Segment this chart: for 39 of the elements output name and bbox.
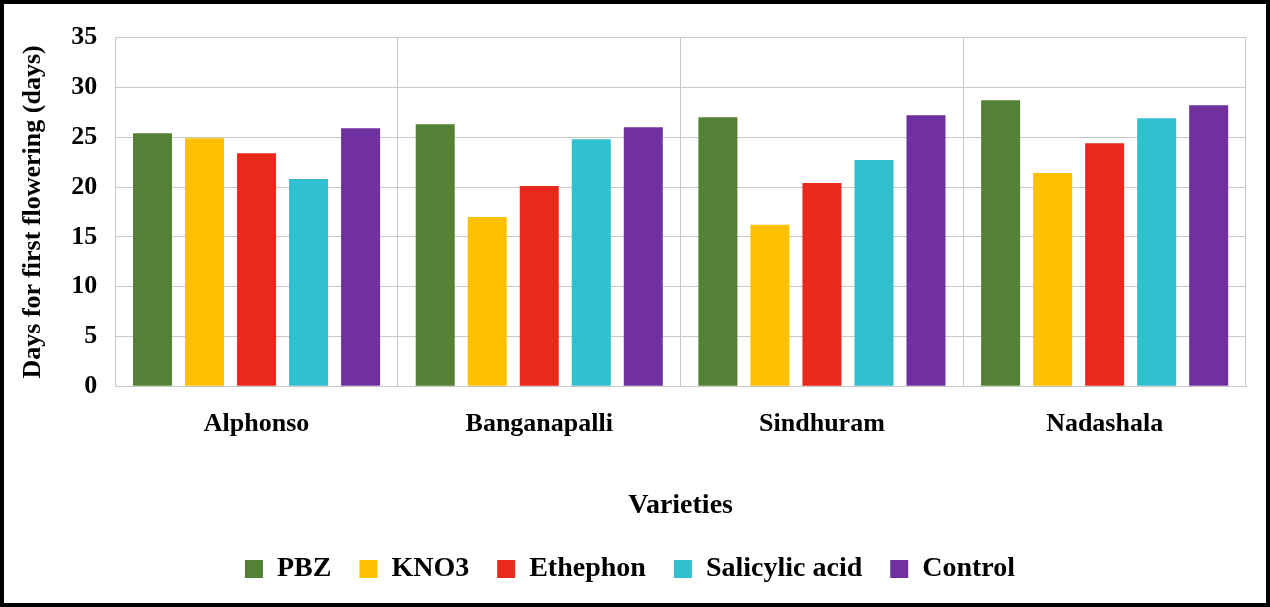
y-axis-title: Days for first flowering (days) xyxy=(17,45,47,379)
bar xyxy=(802,183,842,386)
y-tick-label: 10 xyxy=(71,270,98,300)
bar xyxy=(1085,143,1125,386)
x-tick-label: Alphonso xyxy=(203,407,310,437)
x-tick-label: Nadashala xyxy=(1046,407,1164,437)
bar xyxy=(237,153,277,386)
y-tick-label: 5 xyxy=(84,320,98,350)
bar xyxy=(981,100,1021,386)
bar xyxy=(1189,105,1229,386)
y-tick-label: 35 xyxy=(71,21,98,51)
y-tick-label: 25 xyxy=(71,120,98,150)
bar xyxy=(467,216,507,386)
bar xyxy=(623,127,663,386)
bar xyxy=(415,124,455,386)
bar xyxy=(571,139,611,386)
bar xyxy=(341,128,381,386)
bar xyxy=(519,186,559,386)
x-tick-label: Sindhuram xyxy=(759,407,886,437)
y-tick-label: 15 xyxy=(71,220,98,250)
y-tick-label: 30 xyxy=(71,71,98,101)
x-axis-title: Varieties xyxy=(628,488,734,520)
y-tick-label: 20 xyxy=(71,170,98,200)
legend-label: Control xyxy=(922,551,1016,583)
bar xyxy=(1137,118,1177,386)
bar xyxy=(854,160,894,386)
legend-label: Salicylic acid xyxy=(705,551,863,583)
bar xyxy=(1033,173,1073,386)
bar xyxy=(906,115,946,386)
bar xyxy=(289,179,329,386)
x-tick-label: Banganapalli xyxy=(465,407,613,437)
legend-label: Ethephon xyxy=(529,551,647,583)
bar xyxy=(185,138,225,386)
legend-label: KNO3 xyxy=(391,551,470,583)
bar xyxy=(133,133,173,386)
bar xyxy=(750,224,790,386)
y-tick-label: 0 xyxy=(84,369,98,399)
bar xyxy=(698,117,738,386)
legend-label: PBZ xyxy=(276,551,332,583)
